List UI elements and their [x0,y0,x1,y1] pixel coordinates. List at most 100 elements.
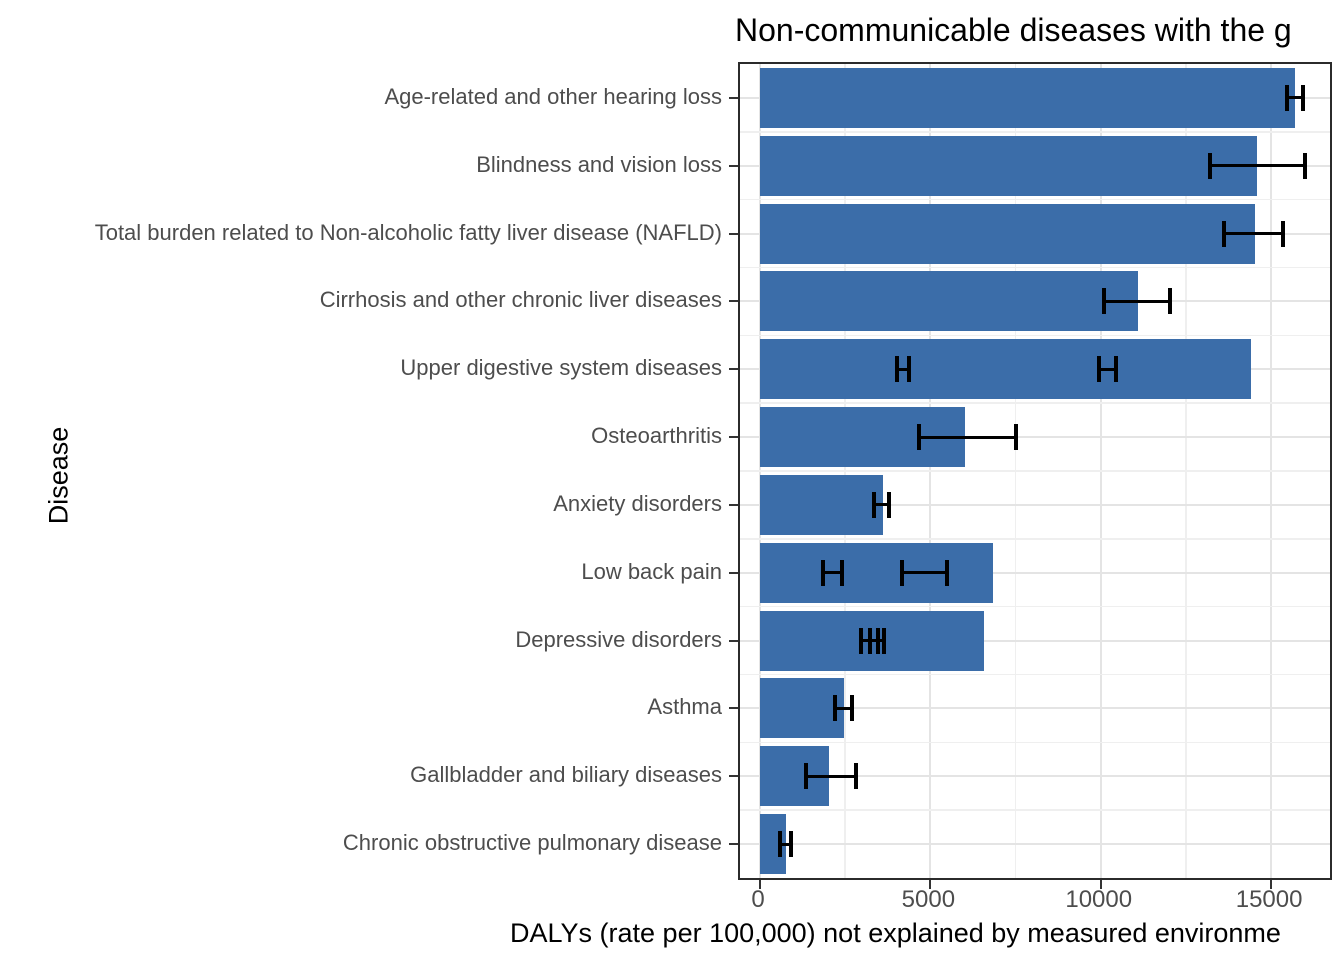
y-axis-tick [729,232,738,235]
y-axis-tick [729,639,738,642]
bar [760,135,1258,196]
gridline-minor-y [740,809,1330,811]
y-tick-label: Depressive disorders [515,626,722,652]
error-bar-cap [840,559,845,586]
error-bar-cap [1222,220,1227,247]
bar [760,542,994,603]
y-tick-label: Cirrhosis and other chronic liver diseas… [319,287,722,313]
gridline-major-y [740,639,1330,642]
error-bar-cap [1097,356,1102,383]
error-bar-cap [882,627,887,654]
error-bar-cap [1281,220,1286,247]
y-tick-label: Age-related and other hearing loss [384,83,722,109]
error-bar-cap [789,831,793,858]
y-axis-tick [729,775,738,778]
gridline-major-y [740,775,1330,778]
gridline-minor-y [740,538,1330,540]
gridline-major-y [740,571,1330,574]
error-bar-cap [803,763,808,790]
error-bar-cap [872,491,877,518]
x-axis-tick [1270,880,1273,889]
error-bar-cap [1167,288,1172,315]
bar [760,474,883,535]
error-bar-line [896,367,909,371]
gridline-minor-y [740,402,1330,404]
error-bar-line [805,774,857,778]
error-bar-line [834,706,852,710]
x-axis-title: DALYs (rate per 100,000) not explained b… [510,918,1281,948]
error-bar-cap [1013,424,1018,451]
error-bar-cap [1301,84,1306,111]
x-axis-tick [929,880,932,889]
error-bar-line [780,842,791,846]
x-tick-label: 15000 [1235,886,1303,913]
gridline-minor-y [740,470,1330,472]
x-tick-label: 5000 [901,886,956,913]
y-axis-tick [729,843,738,846]
gridline-major-y [740,707,1330,710]
error-bar-line [1224,232,1284,236]
error-bar-cap [900,559,905,586]
gridline-minor-y [740,334,1330,337]
error-bar-cap [858,627,863,654]
error-bar-line [1287,96,1304,100]
error-bar-cap [868,627,873,654]
y-tick-label: Gallbladder and biliary diseases [410,762,722,788]
gridline-minor-y [740,131,1330,133]
error-bar-line [823,571,843,575]
error-bar-line [870,639,885,643]
bar [760,339,1251,400]
gridline-minor-y [740,673,1330,676]
error-bar-line [1104,299,1170,303]
gridline-major-y [740,503,1330,506]
chart-title: Non-communicable diseases with the g [735,12,1292,48]
y-axis-tick [729,164,738,167]
error-bar-cap [1303,152,1308,179]
y-tick-label: Osteoarthritis [591,423,722,449]
bar [760,67,1295,128]
error-bar-cap [778,831,783,858]
error-bar-cap [894,356,899,383]
error-bar-line [1099,367,1117,371]
error-bar-cap [887,491,892,518]
gridline-major-y [740,843,1330,846]
gridline-minor-y [740,198,1330,201]
error-bar-line [919,435,1016,439]
y-tick-label: Anxiety disorders [553,490,722,516]
x-tick-label: 10000 [1065,886,1133,913]
y-axis-tick [729,368,738,371]
bar [760,678,845,739]
x-tick-label: 0 [751,886,765,913]
x-axis-tick [1099,880,1102,889]
error-bar-cap [849,695,854,722]
error-bar-cap [1285,84,1290,111]
error-bar-line [902,571,948,575]
y-tick-label: Asthma [647,694,722,720]
y-axis-tick [729,300,738,303]
y-axis-tick [729,503,738,506]
error-bar-cap [832,695,837,722]
plot-panel [729,62,1332,889]
y-tick-label: Total burden related to Non-alcoholic fa… [94,219,722,245]
gridline-minor-y [740,741,1330,744]
y-tick-label: Chronic obstructive pulmonary disease [342,830,722,856]
error-bar-cap [1114,356,1119,383]
gridline-major-y [740,436,1330,439]
y-axis-tick [729,571,738,574]
bar [760,271,1138,332]
y-axis-tick [729,96,738,99]
y-tick-label: Low back pain [581,558,722,584]
y-tick-label: Blindness and vision loss [476,151,722,177]
error-bar-cap [821,559,826,586]
error-bar-cap [1207,152,1212,179]
error-bar-cap [917,424,922,451]
error-bar-cap [945,559,950,586]
y-axis-tick [729,707,738,710]
error-bar-line [1209,164,1306,168]
y-tick-label: Upper digestive system diseases [400,355,722,381]
gridline-minor-y [740,266,1330,269]
x-axis-tick [759,880,761,889]
y-axis-tick [729,436,738,439]
error-bar-cap [854,763,859,790]
